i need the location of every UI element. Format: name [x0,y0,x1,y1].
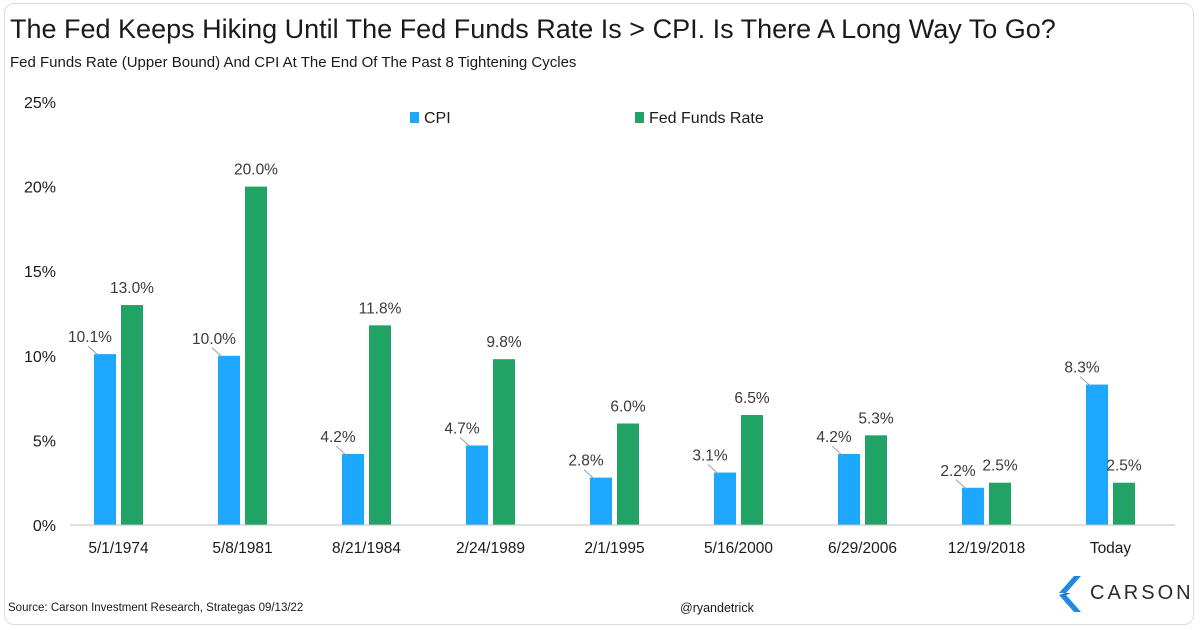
ffr-data-label: 2.5% [1106,458,1142,475]
ffr-bar [1113,482,1135,525]
cpi-data-label: 8.3% [1064,360,1100,377]
ffr-bar [617,423,639,525]
cpi-bar [714,472,736,525]
chart-title: The Fed Keeps Hiking Until The Fed Funds… [10,14,1056,44]
x-tick-label: 5/1/1974 [88,540,149,557]
ffr-data-label: 6.0% [610,398,646,415]
source-note: Source: Carson Investment Research, Stra… [8,602,304,614]
y-tick-label: 0% [33,518,56,535]
cpi-label-leader [335,445,347,456]
cpi-bar [466,445,488,525]
y-tick-label: 5% [33,433,56,450]
cpi-data-label: 10.0% [192,331,236,348]
cpi-label-leader [459,437,471,447]
cpi-data-label: 2.2% [940,463,976,480]
ffr-data-label: 20.0% [234,162,278,179]
y-tick-label: 10% [24,349,56,366]
cpi-data-label: 2.8% [568,453,604,470]
ffr-data-label: 13.0% [110,280,154,297]
ffr-bar [245,186,267,525]
cpi-bar [1086,384,1108,525]
carson-logo-icon [1059,576,1081,612]
ffr-bar [989,482,1011,525]
data-labels-group: 10.1% 13.0% 10.0% 20.0% 4.2% 11.8% 4.7% 9.8% 2.8… [68,162,1142,490]
y-axis: 0% 5% 10% 15% 20% 25% [24,95,56,535]
bars-group [94,186,1135,525]
legend: CPI Fed Funds Rate [410,110,764,127]
cpi-label-leader [87,345,99,356]
x-axis: 5/1/1974 5/8/1981 8/21/1984 2/24/1989 2/1/19… [70,524,1175,557]
cpi-bar [590,477,612,525]
cpi-data-label: 10.1% [68,329,112,346]
cpi-data-label: 4.2% [320,429,356,446]
x-tick-label: 12/19/2018 [948,540,1026,557]
legend-label-cpi: CPI [424,110,451,127]
x-tick-label: 5/16/2000 [704,540,773,557]
x-tick-label: 2/1/1995 [584,540,644,557]
x-tick-label: Today [1090,540,1132,557]
cpi-label-leader [583,469,595,479]
cpi-label-leader [707,464,719,474]
ffr-data-label: 11.8% [359,300,402,317]
x-tick-label: 5/8/1981 [212,540,272,557]
x-tick-label: 6/29/2006 [828,540,897,557]
x-tick-label: 8/21/1984 [332,540,401,557]
carson-logo: CARSON [1054,576,1191,612]
y-tick-label: 15% [24,264,56,281]
cpi-bar [94,354,116,525]
ffr-bar [121,305,143,525]
carson-logo-text: CARSON [1090,582,1194,604]
cpi-bar [342,453,364,525]
legend-swatch-cpi [410,112,419,123]
legend-label-ffr: Fed Funds Rate [649,110,764,127]
cpi-bar [962,487,984,525]
cpi-label-leader [211,347,223,358]
ffr-data-label: 2.5% [982,458,1018,475]
cpi-data-label: 3.1% [692,448,728,465]
cpi-bar [218,355,240,525]
ffr-data-label: 6.5% [734,390,770,407]
ffr-bar [865,435,887,525]
author-handle: @ryandetrick [680,601,754,615]
y-tick-label: 20% [24,180,56,197]
ffr-data-label: 5.3% [858,410,894,427]
cpi-label-leader [1079,376,1091,386]
y-tick-label: 25% [24,95,56,112]
legend-swatch-ffr [635,112,644,123]
ffr-bar [741,415,763,525]
chart-subtitle: Fed Funds Rate (Upper Bound) And CPI At … [10,54,577,71]
cpi-label-leader [831,445,843,456]
ffr-bar [369,325,391,525]
cpi-label-leader [955,479,967,490]
cpi-data-label: 4.7% [444,420,480,437]
x-tick-label: 2/24/1989 [456,540,525,557]
cpi-data-label: 4.2% [816,429,852,446]
ffr-bar [493,359,515,525]
cpi-bar [838,453,860,525]
ffr-data-label: 9.8% [486,334,522,351]
